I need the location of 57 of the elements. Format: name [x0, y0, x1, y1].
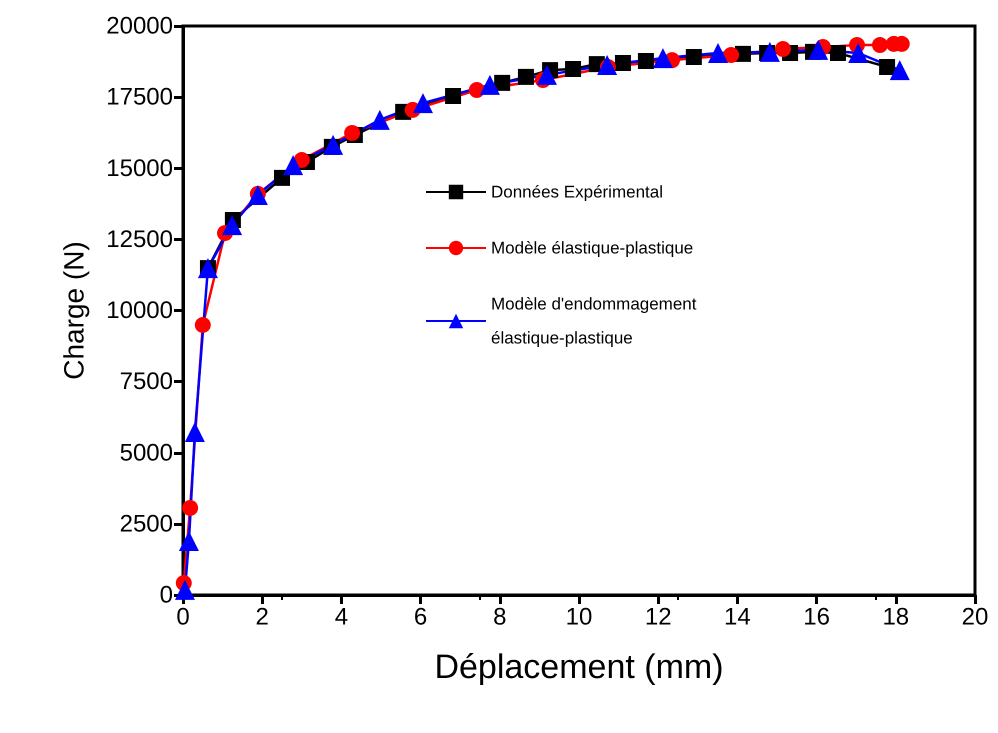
point — [518, 68, 534, 85]
point — [848, 43, 868, 64]
x-axis-title: Déplacement (mm) — [434, 648, 724, 686]
y-tick-label: 20000 — [106, 12, 173, 40]
x-tick-label: 2 — [256, 604, 269, 630]
x-tick-label: 12 — [644, 604, 672, 630]
x-tick-label: 20 — [962, 604, 988, 630]
point — [182, 500, 198, 516]
x-tick-label: 0 — [176, 604, 190, 630]
point — [412, 93, 433, 114]
point — [184, 422, 205, 442]
point — [536, 64, 557, 85]
point — [174, 580, 195, 600]
point — [194, 317, 211, 334]
point — [652, 48, 673, 68]
point — [890, 60, 910, 80]
point — [723, 47, 740, 64]
legend-label: Modèle élastique-plastique — [491, 238, 694, 258]
point — [830, 45, 846, 62]
point — [178, 530, 199, 551]
point — [614, 54, 631, 71]
point — [445, 88, 462, 104]
y-tick-label: 2500 — [120, 510, 173, 538]
point — [872, 37, 888, 54]
point — [565, 60, 582, 77]
point — [808, 40, 828, 60]
y-tick-label: 12500 — [106, 226, 173, 253]
y-tick-label: 5000 — [120, 439, 173, 466]
point — [638, 52, 654, 69]
legend-label: Modèle d'endommagement élastique-plastique — [491, 294, 702, 348]
point — [879, 58, 896, 75]
point — [480, 74, 500, 95]
x-tick-label: 14 — [724, 604, 751, 630]
legend-label: Données Expérimental — [491, 182, 663, 202]
point — [597, 54, 618, 75]
x-tick-label: 8 — [493, 604, 506, 630]
point — [774, 41, 791, 58]
point — [323, 134, 344, 155]
point — [283, 155, 304, 176]
point — [686, 49, 702, 66]
x-tick-label: 18 — [882, 604, 910, 630]
x-tick-label: 10 — [566, 604, 592, 630]
x-tick-label: 6 — [414, 604, 428, 630]
point — [494, 74, 510, 91]
point — [708, 43, 728, 64]
point — [294, 152, 310, 168]
x-tick-label: 4 — [334, 604, 348, 630]
point — [760, 42, 780, 62]
y-axis-title: Charge (N) — [58, 241, 90, 380]
x-tick-label: 16 — [803, 604, 830, 630]
point — [222, 215, 242, 236]
y-tick-label: 15000 — [106, 154, 173, 182]
y-tick-label: 17500 — [106, 84, 173, 111]
y-tick-label: 7500 — [120, 368, 173, 396]
point — [370, 110, 390, 130]
y-tick-label: 10000 — [106, 297, 173, 324]
y-tick-label: 0 — [160, 582, 173, 608]
